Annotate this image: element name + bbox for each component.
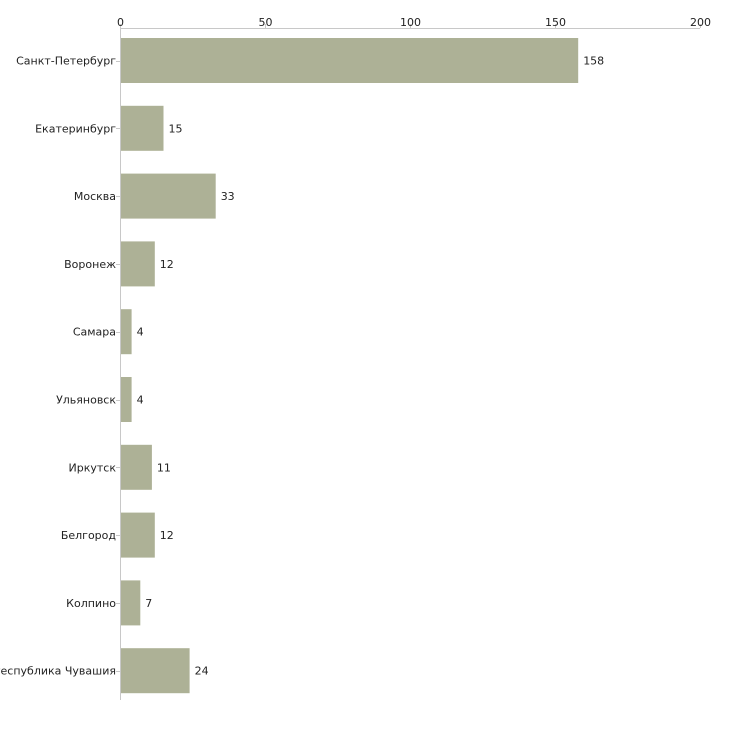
bar-value-label: 15 [169,122,183,135]
bar [120,105,164,151]
bar-value-label: 4 [137,326,144,339]
bar [120,241,155,287]
bar [120,377,132,422]
category-label: Москва [74,190,116,203]
x-tick-label: 150 [545,16,566,29]
x-tick-label: 50 [259,16,273,29]
x-tick-label: 100 [400,16,421,29]
category-label: Иркутск [69,461,117,474]
bar-value-label: 11 [157,461,171,474]
bar [120,173,216,219]
bar [120,512,155,558]
bar [120,309,132,355]
x-tick-label: 200 [690,16,711,29]
bar [120,444,152,490]
category-label: Екатеринбург [35,122,116,135]
bar-value-label: 4 [137,394,144,407]
category-label: Белгород [61,529,117,542]
x-tick-label: 0 [117,16,124,29]
category-label: Самара [73,326,116,339]
category-label: Ульяновск [56,394,116,407]
bar-value-label: 12 [160,258,174,271]
category-label: Колпино [66,597,116,610]
y-axis: Санкт-Петербург Екатеринбург Москва Воронеж… [0,28,121,700]
bar [120,38,579,83]
bar-value-label: 33 [221,190,235,203]
bars: 158 15 33 12 4 4 11 12 7 24 [120,38,604,694]
bar-value-label: 12 [160,529,174,542]
category-label: Санкт-Петербург [16,55,116,68]
bar-value-label: 24 [195,665,209,678]
bar-value-label: 158 [583,55,604,68]
category-label: Воронеж [64,258,116,271]
bar-value-label: 7 [145,597,152,610]
bar [120,648,190,694]
category-label: Республика Чувашия [0,665,116,678]
bar [120,580,141,626]
x-axis: 0 50 100 150 200 [117,16,711,29]
